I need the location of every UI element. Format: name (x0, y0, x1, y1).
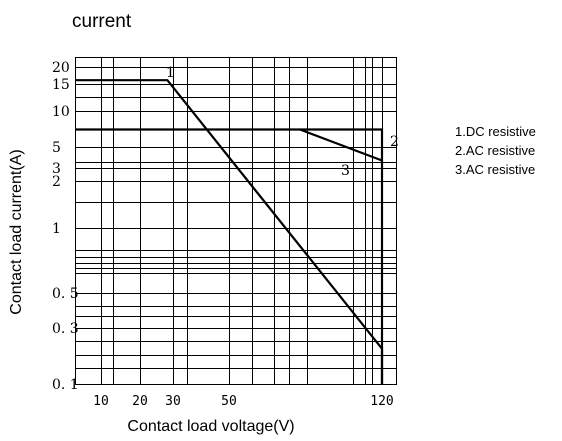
y-tick-label: 1 (52, 221, 61, 237)
y-axis-label: Contact load current(A) (8, 149, 25, 314)
chart-title: current (72, 11, 132, 32)
y-tick-label: 0. 5 (52, 286, 79, 302)
chart-grid (75, 57, 396, 384)
curve-labels: 1 2 3 (166, 65, 399, 179)
x-tick-label: 20 (132, 394, 148, 409)
y-tick-label: 2 (52, 174, 61, 190)
y-tick-label: 15 (52, 77, 70, 93)
x-tick-label: 10 (93, 394, 109, 409)
chart-series (76, 79, 384, 384)
y-tick-label: 20 (52, 60, 70, 76)
y-tick-label: 0. 3 (52, 321, 79, 337)
curve-label-1: 1 (166, 65, 175, 81)
x-axis-label: Contact load voltage(V) (127, 418, 294, 435)
y-tick-label: 3 (52, 161, 61, 177)
y-tick-label: 0. 1 (52, 377, 79, 393)
series-line-2 (76, 128, 384, 384)
curve-label-3: 3 (341, 163, 350, 179)
legend-item: 2.AC resistive (455, 143, 535, 158)
y-tick-label: 5 (52, 140, 61, 156)
x-tick-label: 120 (370, 394, 393, 409)
x-tick-label: 30 (165, 394, 181, 409)
legend-item: 3.AC resistive (455, 162, 535, 177)
x-tick-label: 50 (221, 394, 237, 409)
curve-label-2: 2 (390, 134, 399, 150)
x-axis-ticks: 10 20 30 50 120 (93, 394, 394, 409)
plot-frame (75, 57, 397, 385)
y-tick-label: 10 (52, 104, 70, 120)
legend-item: 1.DC resistive (455, 124, 536, 139)
series-line-3 (299, 128, 383, 162)
chart-legend: 1.DC resistive 2.AC resistive 3.AC resisti… (455, 124, 536, 177)
